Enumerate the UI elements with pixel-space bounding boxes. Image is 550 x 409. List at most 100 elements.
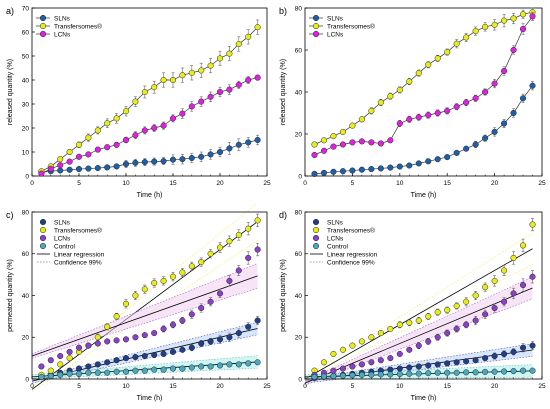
data-point [104,338,111,345]
data-point [66,158,73,165]
data-point [396,86,403,93]
confidence-band [32,263,258,359]
y-tick-label: 20 [295,131,303,138]
data-point [453,325,460,332]
x-tick-label: 20 [216,180,224,187]
legend-label: Linear regression [327,251,378,258]
y-tick-label: 30 [22,101,30,108]
data-point [151,351,158,359]
series-line [41,26,258,172]
data-point [122,300,130,307]
legend-label: SLNs [327,219,344,226]
data-point [122,368,130,375]
data-point [472,357,479,364]
data-point [160,366,167,373]
data-point [216,88,224,96]
data-point [85,369,92,376]
data-point [396,370,403,378]
data-point [396,321,403,328]
x-tick-label: 20 [491,383,499,390]
legend-label: Control [327,243,349,250]
legend-marker [312,234,320,242]
data-point [66,148,73,156]
data-point [349,167,356,174]
data-point [396,163,403,170]
data-point [501,17,508,24]
data-point [463,321,470,328]
y-axis-title: released quantity (%) [7,59,14,125]
data-point [169,273,177,280]
data-point [198,98,205,105]
series-Control [311,367,536,380]
panel-letter: b) [279,6,287,16]
data-point [396,350,403,358]
data-point [453,40,460,47]
y-tick-label: 40 [295,293,303,300]
data-point [472,292,479,299]
data-point [453,302,460,309]
legend-marker [312,226,320,234]
data-point [226,277,233,284]
data-point [151,84,158,91]
data-point [377,357,384,364]
data-point [415,114,422,121]
data-point [254,24,261,31]
legend-marker [39,226,47,234]
data-point [415,370,422,377]
y-axis-title: permeated quantity (%) [280,259,287,332]
data-point [94,165,101,172]
data-point [160,76,167,84]
data-point [254,359,261,366]
data-point [226,145,233,152]
y-tick-label: 80 [22,209,30,216]
legend-label: LCNs [327,31,344,38]
data-point [198,259,205,266]
series-Control [38,359,261,380]
legend-marker [312,30,320,38]
data-point [104,369,111,376]
y-tick-label: 60 [22,29,30,36]
data-point [132,132,139,139]
data-point [320,147,328,154]
data-point [510,348,517,355]
data-point [216,336,224,343]
y-tick-label: 80 [295,209,303,216]
data-point [463,34,470,41]
data-point [216,55,224,62]
y-tick-label: 70 [22,5,30,12]
data-point [207,151,214,158]
panel-letter: c) [6,210,14,220]
legend-label: SLNs [327,15,344,22]
data-point [151,158,158,165]
x-tick-label: 0 [30,180,34,187]
data-point [104,359,111,366]
data-point [358,338,365,345]
series-SLNs [38,134,261,176]
data-point [387,325,394,332]
data-point [349,139,356,146]
confidence-line-upper [304,276,533,382]
data-point [104,120,111,127]
data-point [141,367,148,374]
data-point [141,159,148,166]
data-point [444,369,451,376]
legend-label: Confidence 99% [54,259,102,266]
data-point [132,159,139,166]
series-Transfersomes® [38,19,261,175]
x-tick-label: 20 [491,180,499,187]
data-point [368,166,375,173]
data-point [311,373,318,380]
data-point [387,371,394,378]
data-point [57,162,64,169]
data-point [122,336,130,343]
y-tick-label: 0 [298,376,302,383]
data-point [501,350,508,358]
data-point [141,352,148,360]
x-tick-label: 15 [169,180,177,187]
data-point [463,369,470,376]
data-point [179,156,186,163]
data-point [510,290,517,297]
data-point [104,164,111,171]
